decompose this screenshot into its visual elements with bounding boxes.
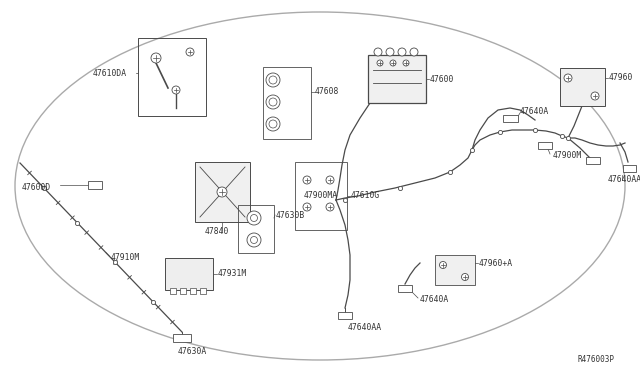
Text: 47640AA: 47640AA [348,323,382,331]
Circle shape [326,203,334,211]
Circle shape [269,120,277,128]
Circle shape [151,53,161,63]
Bar [623,164,636,171]
Text: 47630B: 47630B [276,211,305,219]
Bar [435,255,475,285]
Circle shape [591,92,599,100]
Text: 47840: 47840 [205,228,229,237]
Circle shape [250,215,257,221]
Circle shape [247,211,261,225]
Circle shape [269,76,277,84]
Circle shape [440,262,447,269]
Bar [502,115,518,122]
Text: 47900M: 47900M [553,151,582,160]
Circle shape [186,48,194,56]
Text: 47640AA: 47640AA [608,176,640,185]
Circle shape [217,187,227,197]
Text: 47610G: 47610G [351,192,380,201]
Bar [538,141,552,148]
Text: 47600: 47600 [430,74,454,83]
Bar [238,205,274,253]
Bar [200,288,206,294]
Bar [138,38,206,116]
Circle shape [266,95,280,109]
Bar [170,288,176,294]
Text: 47630A: 47630A [178,347,207,356]
Circle shape [172,86,180,94]
Bar [560,68,605,106]
Circle shape [303,176,311,184]
Bar [165,258,213,290]
Circle shape [266,117,280,131]
Text: 47610DA: 47610DA [93,68,127,77]
Circle shape [403,60,409,66]
Circle shape [269,98,277,106]
Bar [586,157,600,164]
Circle shape [386,48,394,56]
Circle shape [250,237,257,244]
Circle shape [247,233,261,247]
Bar [195,162,250,222]
Text: 47600D: 47600D [22,183,51,192]
Text: 47931M: 47931M [218,269,247,279]
Circle shape [390,60,396,66]
Bar [88,181,102,189]
Circle shape [564,74,572,82]
Circle shape [266,73,280,87]
Circle shape [377,60,383,66]
Text: 47608: 47608 [315,87,339,96]
Circle shape [461,273,468,280]
Text: R476003P: R476003P [578,356,615,365]
Text: 47960: 47960 [609,74,634,83]
Bar [263,67,311,139]
Text: 47640A: 47640A [520,108,549,116]
Bar [338,311,352,318]
Bar [398,285,412,292]
Bar [190,288,196,294]
Bar [180,288,186,294]
Text: 47910M: 47910M [111,253,140,262]
Bar [295,162,347,230]
Circle shape [410,48,418,56]
Circle shape [374,48,382,56]
Circle shape [326,176,334,184]
Text: 47900MA: 47900MA [304,190,338,199]
Circle shape [303,203,311,211]
Text: 47960+A: 47960+A [479,259,513,267]
Circle shape [398,48,406,56]
Bar [173,334,191,342]
Bar [368,55,426,103]
Text: 47640A: 47640A [420,295,449,304]
